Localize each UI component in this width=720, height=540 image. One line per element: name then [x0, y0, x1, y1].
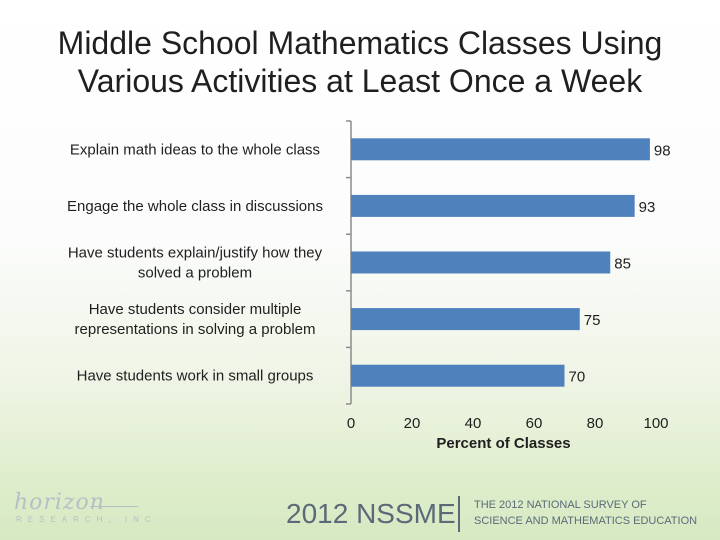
x-tick-label: 80 [587, 415, 604, 432]
horizon-logo-word: horizon [14, 490, 105, 515]
x-tick-label: 100 [643, 415, 668, 432]
category-label: Have students explain/justify how they so… [68, 245, 323, 282]
footer-survey-line-2: SCIENCE AND MATHEMATICS EDUCATION [474, 515, 698, 527]
bar [351, 251, 611, 274]
data-label: 70 [569, 369, 586, 386]
x-tick-label: 60 [526, 415, 543, 432]
footer-survey-name: THE 2012 NATIONAL SURVEY OF SCIENCE AND … [474, 497, 697, 529]
x-tick-label: 0 [347, 415, 355, 432]
chart-title: Middle School Mathematics Classes Using … [57, 25, 663, 99]
horizon-logo-subtitle: RESEARCH, INC. [16, 515, 165, 524]
data-label: 75 [584, 312, 601, 329]
category-label: Have students consider multiple represent… [75, 301, 316, 338]
x-tick-label: 20 [404, 415, 421, 432]
footer-survey-year: 2012 NSSME [286, 498, 456, 529]
logo-underline [90, 506, 138, 507]
data-label: 85 [614, 256, 631, 273]
bar [351, 364, 565, 387]
category-label: Explain math ideas to the whole class [70, 141, 320, 158]
category-label: Have students work in small groups [77, 368, 314, 385]
footer-survey-line-1: THE 2012 NATIONAL SURVEY OF [474, 499, 647, 511]
bar [351, 308, 580, 331]
data-label: 93 [639, 199, 656, 216]
x-axis-title: Percent of Classes [436, 435, 570, 452]
category-label: Engage the whole class in discussions [67, 198, 323, 215]
bar [351, 194, 635, 217]
bar [351, 138, 650, 161]
footer-separator [458, 496, 460, 532]
bar-chart: 98 Explain math ideas to the whole class 9… [67, 120, 671, 452]
data-label: 98 [654, 142, 671, 159]
x-tick-label: 40 [465, 415, 482, 432]
